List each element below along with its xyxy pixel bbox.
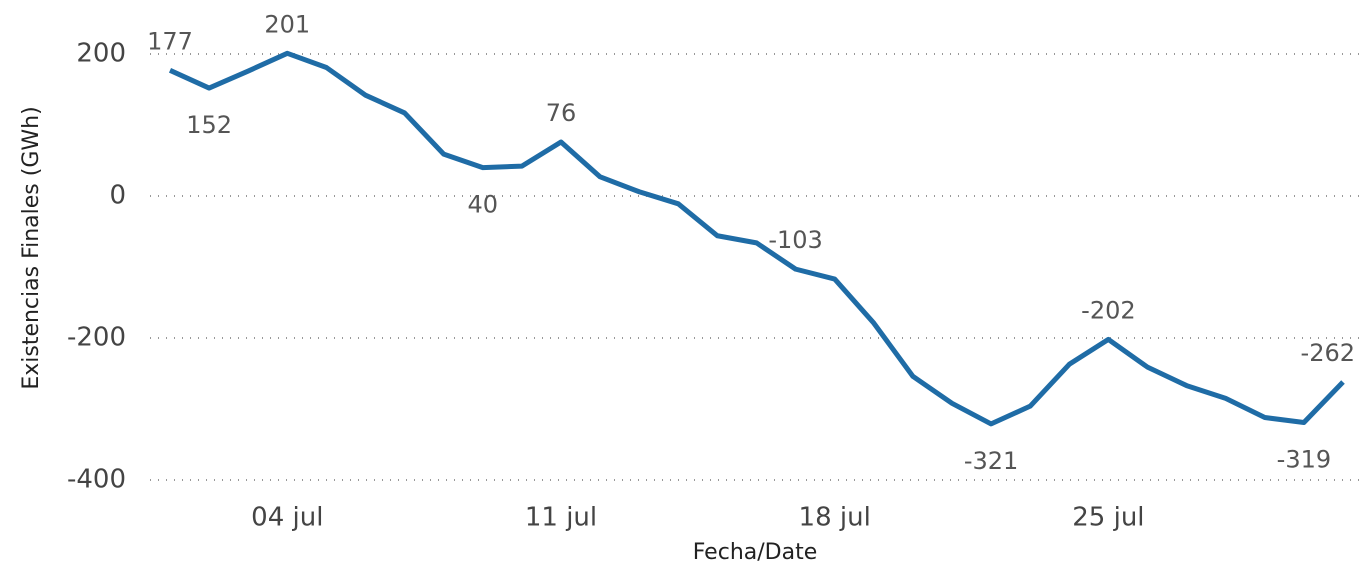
- y-tick-label: 200: [76, 39, 126, 69]
- x-tick-label: 11 jul: [525, 503, 597, 533]
- data-label: 76: [546, 99, 577, 127]
- data-label: -262: [1301, 339, 1355, 367]
- data-label: 177: [147, 27, 193, 55]
- data-label: 152: [186, 111, 232, 139]
- data-label: -319: [1277, 445, 1331, 473]
- data-label: -202: [1081, 296, 1135, 324]
- data-label: 40: [468, 191, 499, 219]
- y-tick-label: 0: [109, 181, 126, 211]
- x-axis-title: Fecha/Date: [693, 540, 818, 565]
- x-tick-label: 04 jul: [251, 503, 323, 533]
- y-tick-label: -200: [67, 323, 126, 353]
- data-label: -321: [964, 447, 1018, 475]
- x-tick-label: 18 jul: [799, 503, 871, 533]
- data-label: 201: [264, 10, 310, 38]
- y-tick-label: -400: [67, 465, 126, 495]
- data-label: -103: [768, 226, 822, 254]
- y-axis-title: Existencias Finales (GWh): [19, 106, 44, 389]
- line: [168, 50, 1345, 427]
- x-tick-label: 25 jul: [1072, 503, 1144, 533]
